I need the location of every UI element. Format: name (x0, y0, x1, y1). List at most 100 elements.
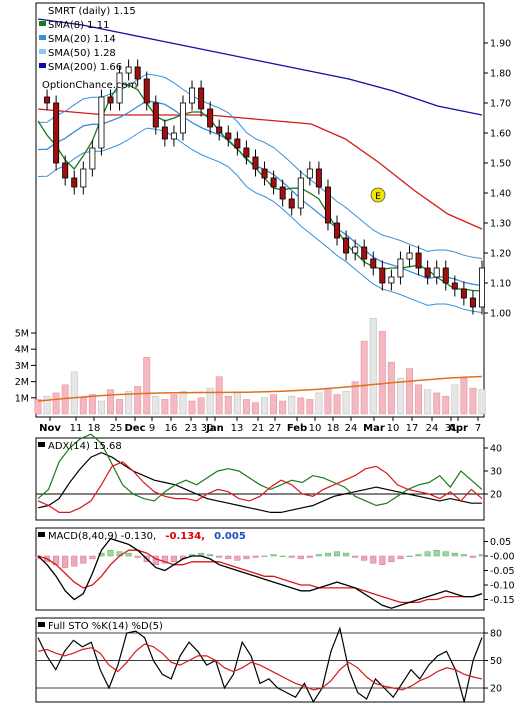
candle-body (279, 186, 286, 200)
volume-average-line (37, 375, 483, 402)
volume-bar (52, 392, 60, 415)
volume-bar (197, 397, 205, 415)
volume-bar (478, 389, 486, 415)
candle-body (189, 87, 196, 104)
macd-histogram-bar (71, 555, 78, 567)
volume-ytick-label: 2M (15, 377, 29, 388)
macd-histogram-bar (134, 555, 141, 558)
sma200-line (37, 18, 483, 116)
macd-histogram-bar (479, 554, 486, 557)
volume-bar (387, 361, 395, 415)
bollinger-upper (37, 73, 483, 259)
price-ytick-label: 1.30 (490, 219, 511, 230)
candle-body (234, 138, 241, 149)
candle-body (161, 126, 168, 140)
volume-bar (460, 378, 468, 415)
candle-body (44, 96, 51, 104)
macd-histogram-bar (406, 555, 413, 557)
candle-body (252, 156, 259, 170)
macd-histogram-bar (243, 555, 250, 560)
candle-body (71, 177, 78, 188)
x-tick-label: 23 (185, 423, 198, 434)
x-tick-label: 17 (406, 423, 419, 434)
macd-histogram-bar (324, 552, 331, 557)
volume-bar (297, 397, 305, 415)
candle-body (134, 66, 141, 80)
macd-legend: MACD(8,40,9) -0.130, -0.134, 0.005 (38, 531, 246, 542)
macd-signal-value: -0.134, (165, 531, 205, 542)
x-tick-label: 21 (252, 423, 265, 434)
volume-bar (215, 376, 223, 415)
x-tick-label: 18 (327, 423, 340, 434)
candle-body (89, 147, 96, 170)
x-tick-label: 9 (149, 423, 155, 434)
volume-bar (324, 387, 332, 415)
candle-body (352, 246, 359, 254)
macd-histogram-bar (89, 555, 96, 560)
volume-bar (378, 331, 386, 415)
candle-body (478, 267, 485, 308)
volume-bar (161, 399, 169, 415)
volume-bar (188, 400, 196, 415)
macd-histogram-bar (252, 555, 259, 558)
volume-bar (306, 399, 314, 415)
macd-ytick-label: -0.05 (490, 566, 515, 577)
volume-bar (442, 395, 450, 415)
volume-bar (224, 395, 232, 415)
macd-line (37, 537, 483, 609)
price-title: SMRT (daily) 1.15 (48, 6, 136, 17)
sto-ytick-label: 20 (490, 684, 502, 695)
candle-body (170, 132, 177, 140)
volume-bar (433, 392, 441, 415)
macd-value: MACD(8,40,9) -0.130, (48, 531, 156, 542)
x-tick-label: 25 (110, 423, 123, 434)
macd-ytick-label: 0.05 (490, 537, 511, 548)
volume-bar (206, 387, 214, 415)
x-tick-label: 27 (269, 423, 282, 434)
legend-sma20: SMA(20) 1.14 (48, 34, 116, 45)
sto-series-1 (37, 643, 483, 691)
candle-body (107, 96, 114, 104)
macd-histogram-bar (288, 555, 295, 558)
volume-bar (396, 378, 404, 415)
candle-body (451, 282, 458, 290)
macd-histogram-bar (424, 551, 431, 557)
volume-bar (134, 386, 142, 415)
price-ytick-label: 1.00 (490, 309, 511, 320)
macd-histogram-bar (207, 554, 214, 557)
macd-histogram-bar (388, 555, 395, 562)
macd-histogram-bar (361, 555, 368, 561)
candle-body (116, 72, 123, 104)
adx-ytick-label: 40 (490, 444, 502, 455)
volume-bar (170, 394, 178, 415)
bollinger-lower (37, 127, 483, 313)
volume-ytick-label: 3M (15, 361, 29, 372)
x-tick-label: 18 (88, 423, 101, 434)
candle-body (406, 252, 413, 260)
candle-body (334, 222, 341, 239)
x-tick-label: Feb (287, 423, 307, 434)
volume-bar (107, 389, 114, 415)
macd-ytick-label: -0.00 (490, 552, 515, 563)
candle-body (315, 168, 322, 188)
candle-body (361, 246, 368, 260)
candle-body (225, 132, 232, 140)
volume-bar (315, 392, 323, 415)
volume-bar (369, 318, 377, 415)
candle-body (261, 168, 268, 179)
candle-body (306, 168, 313, 179)
watermark: OptionChance.com (42, 80, 137, 91)
candle-body (388, 276, 395, 284)
candle-body (288, 198, 295, 209)
sma20-line (37, 100, 483, 287)
volume-bar (451, 384, 459, 415)
price-ytick-label: 1.20 (490, 249, 511, 260)
volume-bar (88, 394, 96, 415)
macd-histogram-bar (161, 555, 168, 564)
macd-histogram-bar (352, 555, 359, 558)
macd-histogram-bar (170, 555, 177, 562)
macd-histogram-bar (80, 555, 87, 564)
macd-histogram-bar (62, 555, 69, 568)
volume-bar (79, 397, 87, 415)
